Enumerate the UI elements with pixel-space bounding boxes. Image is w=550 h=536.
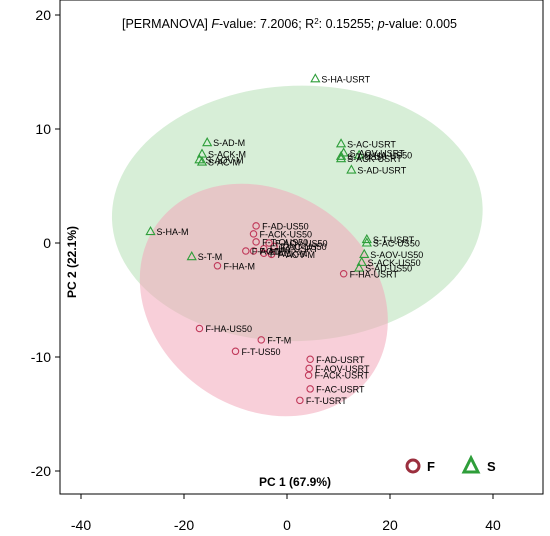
point-label: F-ACK-USRT bbox=[315, 371, 370, 381]
ellipse-f bbox=[139, 183, 388, 417]
point-label: F-ACK-M bbox=[270, 249, 308, 259]
point-label: F-T-M bbox=[267, 335, 291, 345]
point-label: F-AOV-US50 bbox=[275, 239, 328, 249]
point-label: F-HA-USRT bbox=[270, 244, 319, 254]
point-s-t-m bbox=[186, 251, 197, 261]
point-f-ac-m bbox=[242, 247, 250, 255]
point-f-ad-us50 bbox=[252, 222, 260, 230]
legend-s-marker bbox=[461, 454, 481, 474]
legend-s-label: S bbox=[487, 459, 496, 474]
point-label: S-ACK-USRT bbox=[347, 154, 402, 164]
point-s-ha-us50 bbox=[353, 149, 365, 159]
point-label: S-AC-USRT bbox=[347, 139, 396, 149]
point-label: F-HA-US50 bbox=[205, 324, 252, 334]
axis-ticks: -40 -20 0 20 40 -20 -10 0 10 20 bbox=[31, 7, 501, 533]
point-label: S-ACK-US50 bbox=[368, 258, 421, 268]
point-s-t-usrt bbox=[361, 233, 372, 244]
point-f-t-usrt bbox=[296, 396, 304, 405]
point-label: F-AD-M bbox=[260, 246, 292, 256]
point-f-ad-usrt bbox=[306, 355, 314, 364]
point-label: S-AOV-M bbox=[205, 155, 243, 165]
x-axis-title: PC 1 (67.9%) bbox=[259, 475, 331, 489]
point-label: S-HA-US50 bbox=[365, 151, 412, 161]
point-s-aov-us50 bbox=[359, 248, 370, 258]
point-label: S-AC-M bbox=[208, 158, 240, 168]
y-tick-label: 0 bbox=[43, 235, 51, 251]
point-f-aov-m bbox=[267, 250, 276, 259]
point-s-ack-usrt bbox=[335, 153, 347, 163]
y-tick-label: -10 bbox=[31, 349, 51, 365]
point-label: S-AD-M bbox=[213, 138, 245, 148]
point-f-ac-us50 bbox=[270, 242, 278, 251]
point-f-t-ous50 bbox=[252, 238, 260, 246]
point-label: F-T-OUS50 bbox=[262, 237, 308, 247]
point-label: F-AOV-M bbox=[278, 250, 316, 260]
point-label: S-AOV-US50 bbox=[370, 250, 423, 260]
point-f-ack-m bbox=[260, 249, 268, 258]
point-f-t-us50 bbox=[231, 347, 240, 356]
point-label: F-AOV-USRT bbox=[315, 364, 370, 374]
point-label: F-T-USRT bbox=[306, 396, 347, 406]
point-s-ac-usrt bbox=[335, 138, 347, 148]
point-label: F-AD-US50 bbox=[262, 221, 309, 231]
plot-frame bbox=[59, 0, 544, 495]
point-label: S-HA-M bbox=[157, 227, 189, 237]
point-f-ad-m bbox=[249, 247, 258, 255]
y-axis-title: PC 2 (22.1%) bbox=[65, 226, 79, 298]
point-label: S-AD-USRT bbox=[357, 166, 406, 176]
point-s-ad-m bbox=[202, 137, 213, 147]
point-label: F-T-US50 bbox=[242, 347, 281, 357]
point-label: F-AC-US50 bbox=[280, 242, 327, 252]
data-points bbox=[145, 73, 372, 405]
point-s-ac-us50 bbox=[361, 237, 372, 247]
point-f-ha-usrt bbox=[260, 244, 268, 253]
point-f-ack-usrt bbox=[304, 371, 313, 379]
point-label: S-ACK-M bbox=[208, 150, 246, 160]
point-s-ad-us50 bbox=[353, 262, 365, 272]
point-label: F-AD-USRT bbox=[316, 355, 365, 365]
point-f-ha-usrt bbox=[339, 270, 348, 278]
x-tick-label: 20 bbox=[382, 517, 398, 533]
point-s-ack-us50 bbox=[356, 256, 367, 266]
point-f-t-m bbox=[257, 336, 265, 344]
point-label: F-AC-USRT bbox=[316, 384, 365, 394]
point-label: F-HA-USRT bbox=[350, 269, 399, 279]
legend-f-marker bbox=[405, 458, 421, 474]
confidence-ellipses bbox=[111, 85, 483, 417]
point-s-ha-m bbox=[145, 225, 156, 236]
point-f-aov-us50 bbox=[265, 239, 273, 247]
point-label: S-HA-USRT bbox=[321, 74, 370, 84]
x-tick-label: 0 bbox=[283, 517, 291, 533]
y-tick-label: -20 bbox=[31, 463, 51, 479]
point-label: S-T-USRT bbox=[373, 235, 415, 245]
x-tick-label: -20 bbox=[174, 517, 194, 533]
permanova-annotation: [PERMANOVA] F-value: 7.2006; R2: 0.15255… bbox=[122, 17, 457, 32]
legend-f-label: F bbox=[427, 459, 435, 474]
x-tick-label: 40 bbox=[485, 517, 501, 533]
point-label: S-AOV-USRT bbox=[350, 148, 405, 158]
y-tick-label: 20 bbox=[35, 7, 51, 23]
point-label: S-T-US50 bbox=[347, 152, 387, 162]
point-s-ad-usrt bbox=[346, 164, 357, 174]
legend: F S bbox=[405, 454, 496, 474]
point-f-ac-usrt bbox=[306, 385, 314, 393]
y-tick-label: 10 bbox=[35, 121, 51, 137]
point-label: F-AC-M bbox=[252, 246, 283, 256]
point-f-ha-m bbox=[213, 262, 222, 270]
point-f-ack-us50 bbox=[249, 230, 258, 238]
point-label: F-HA-M bbox=[223, 261, 255, 271]
point-labels: F-AD-US50F-ACK-US50F-T-OUS50F-AOV-US50F-… bbox=[157, 74, 424, 405]
point-label: F-ACK-US50 bbox=[260, 229, 313, 239]
point-s-ac-m bbox=[196, 156, 208, 166]
point-f-ha-us50 bbox=[195, 324, 204, 333]
point-label: S-AD-US50 bbox=[365, 264, 412, 274]
point-label: S-AC-US50 bbox=[373, 239, 420, 249]
point-s-t-us50 bbox=[335, 150, 347, 160]
point-s-ha-usrt bbox=[310, 73, 321, 83]
x-tick-label: -40 bbox=[71, 517, 91, 533]
point-label: S-T-M bbox=[198, 252, 223, 262]
